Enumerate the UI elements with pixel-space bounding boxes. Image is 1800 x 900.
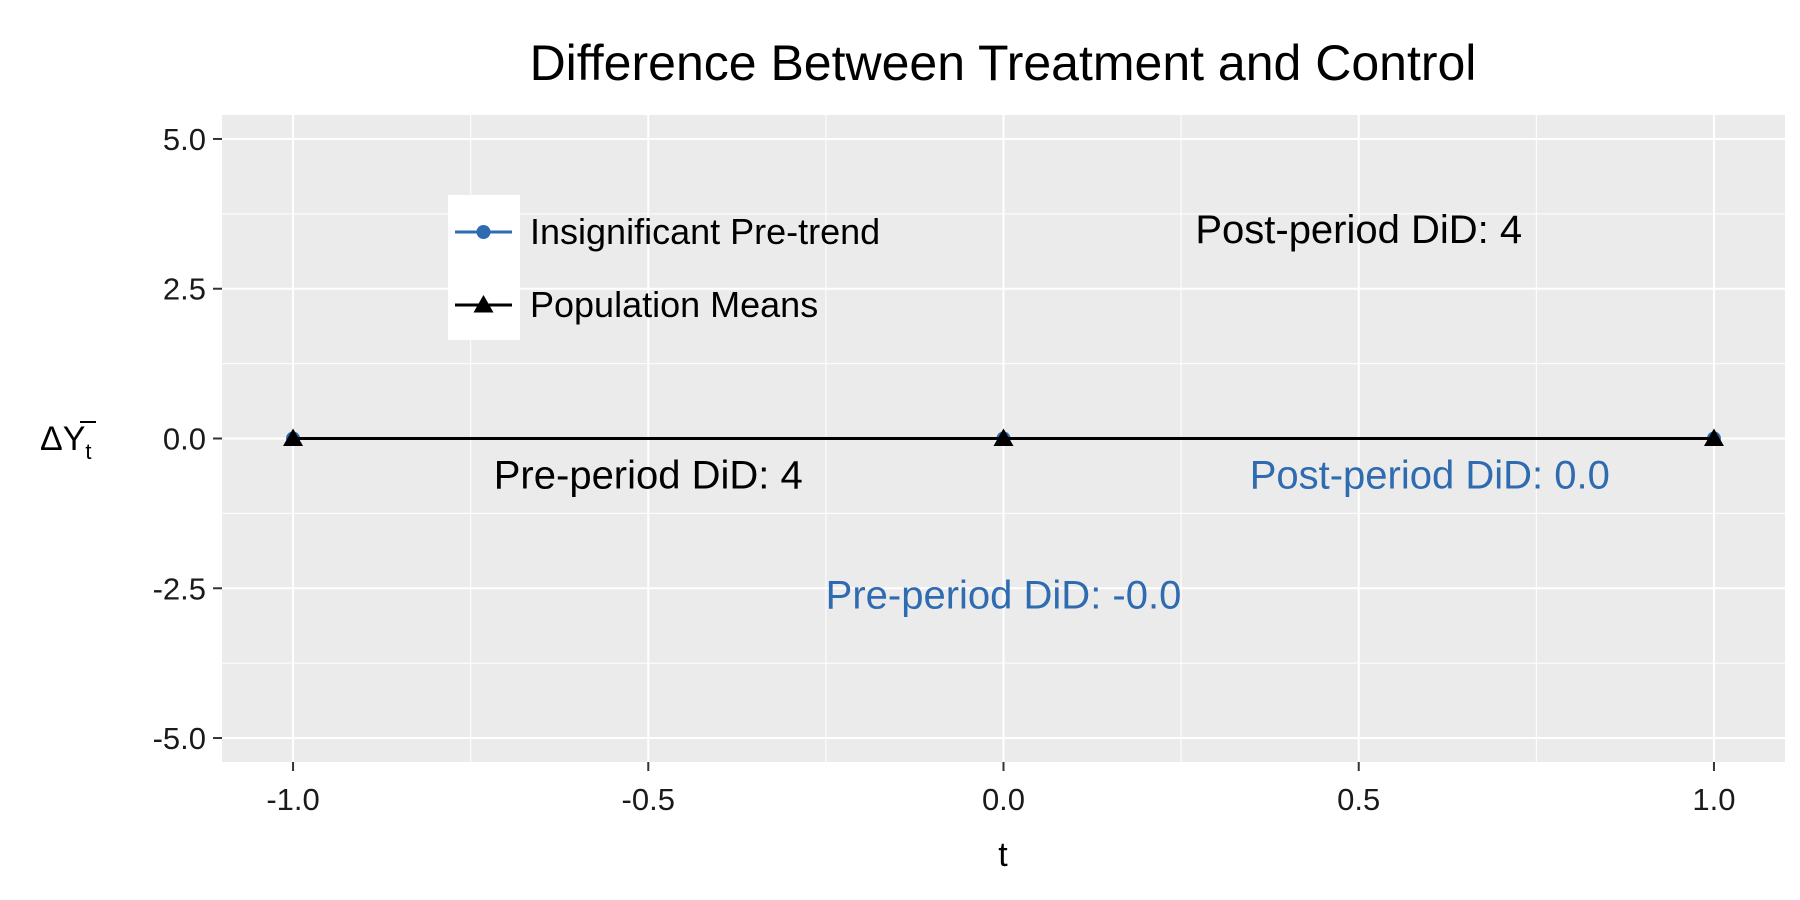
legend-label: Population Means <box>530 284 818 325</box>
annotation-label: Post-period DiD: 0.0 <box>1250 453 1610 497</box>
x-tick-label: -1.0 <box>266 782 319 817</box>
annotation-label: Post-period DiD: 4 <box>1195 208 1522 252</box>
legend-key-background <box>448 195 520 340</box>
y-tick-label: -2.5 <box>153 571 206 606</box>
annotation-layer: Post-period DiD: 4 Pre-period DiD: 4 Post-… <box>494 208 1610 617</box>
y-axis: 5.0 2.5 0.0 -2.5 -5.0 <box>153 122 222 756</box>
legend-item: Insignificant Pre-trend <box>455 211 880 252</box>
chart-title: Difference Between Treatment and Control <box>530 35 1477 91</box>
legend-key-marker <box>476 225 491 239</box>
x-axis: -1.0 -0.5 0.0 0.5 1.0 <box>266 762 1736 817</box>
y-tick-label: -5.0 <box>153 721 206 756</box>
y-axis-title: ΔYt <box>40 420 96 464</box>
y-tick-label: 0.0 <box>163 422 206 457</box>
data-point <box>993 428 1014 446</box>
annotation-label: Pre-period DiD: 4 <box>494 453 803 497</box>
legend: Insignificant Pre-trend Population Means <box>448 195 880 340</box>
series-layer <box>283 428 1724 446</box>
x-tick-label: 0.0 <box>982 782 1025 817</box>
data-point <box>1703 428 1724 446</box>
y-tick-label: 5.0 <box>163 122 206 157</box>
series-population-means <box>283 428 1724 446</box>
svg-text:ΔYt: ΔYt <box>40 420 92 464</box>
y-axis-title-sub: t <box>85 439 91 464</box>
legend-item: Population Means <box>455 284 818 325</box>
x-tick-label: -0.5 <box>622 782 675 817</box>
legend-label: Insignificant Pre-trend <box>530 211 880 252</box>
data-point <box>283 428 304 446</box>
annotation-label: Pre-period DiD: -0.0 <box>826 573 1182 617</box>
x-axis-title: t <box>998 836 1008 874</box>
x-tick-label: 1.0 <box>1692 782 1735 817</box>
y-axis-title-main: ΔY <box>40 420 85 458</box>
y-tick-label: 2.5 <box>163 272 206 307</box>
legend-key-marker <box>473 295 494 313</box>
x-tick-label: 0.5 <box>1337 782 1380 817</box>
